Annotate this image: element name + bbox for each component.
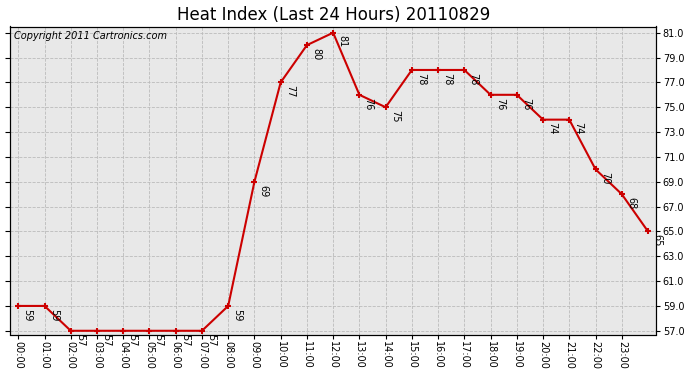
- Text: 59: 59: [49, 309, 59, 321]
- Text: 57: 57: [206, 333, 216, 346]
- Text: 68: 68: [626, 197, 636, 209]
- Text: 78: 78: [469, 73, 478, 85]
- Text: 74: 74: [547, 122, 558, 135]
- Text: 57: 57: [128, 333, 137, 346]
- Text: 57: 57: [75, 333, 85, 346]
- Text: 65: 65: [652, 234, 662, 247]
- Text: Copyright 2011 Cartronics.com: Copyright 2011 Cartronics.com: [14, 31, 167, 41]
- Text: 57: 57: [180, 333, 190, 346]
- Text: 59: 59: [233, 309, 242, 321]
- Title: Heat Index (Last 24 Hours) 20110829: Heat Index (Last 24 Hours) 20110829: [177, 6, 490, 24]
- Text: 57: 57: [154, 333, 164, 346]
- Text: 69: 69: [259, 184, 268, 197]
- Text: 74: 74: [573, 122, 584, 135]
- Text: 59: 59: [23, 309, 32, 321]
- Text: 78: 78: [442, 73, 452, 85]
- Text: 76: 76: [495, 98, 505, 110]
- Text: 80: 80: [311, 48, 321, 60]
- Text: 77: 77: [285, 85, 295, 98]
- Text: 57: 57: [101, 333, 111, 346]
- Text: 76: 76: [364, 98, 373, 110]
- Text: 78: 78: [416, 73, 426, 85]
- Text: 81: 81: [337, 36, 347, 48]
- Text: 70: 70: [600, 172, 610, 184]
- Text: 75: 75: [390, 110, 400, 123]
- Text: 76: 76: [521, 98, 531, 110]
